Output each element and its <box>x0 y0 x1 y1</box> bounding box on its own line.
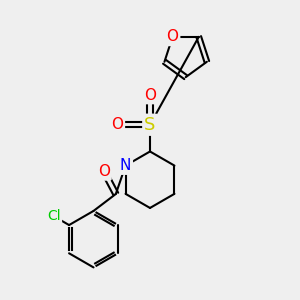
Text: S: S <box>144 116 156 134</box>
Text: Cl: Cl <box>47 209 60 223</box>
Text: O: O <box>98 164 110 179</box>
Text: O: O <box>167 29 178 44</box>
Text: O: O <box>144 88 156 103</box>
Text: O: O <box>111 117 123 132</box>
Text: N: N <box>120 158 131 173</box>
